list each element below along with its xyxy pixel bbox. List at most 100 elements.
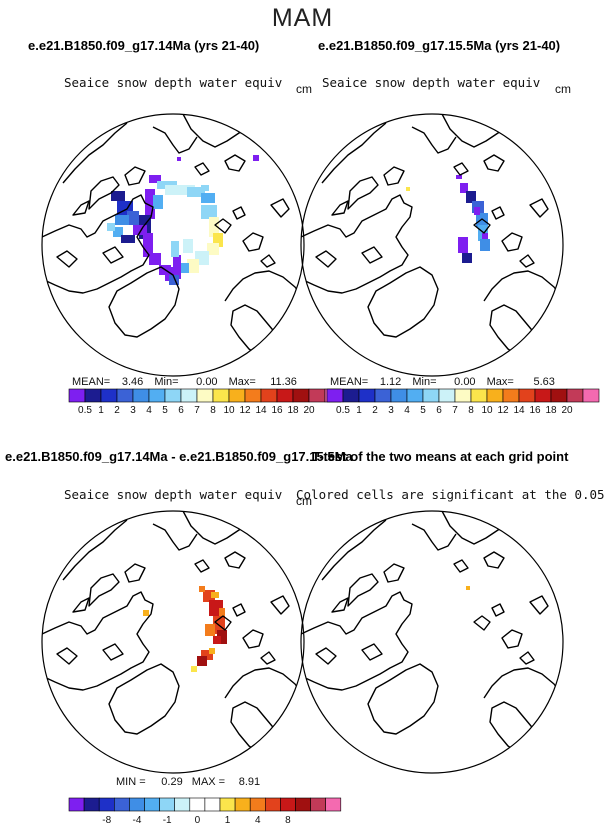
colorbar-swatch: [390, 388, 408, 403]
colorbar-swatch: [174, 797, 191, 812]
panel3-colorbar: -8 -4 -1 0 1 4 8: [68, 797, 342, 826]
colorbar-tick-label: 5: [420, 405, 426, 416]
colorbar-swatch: [326, 388, 344, 403]
colorbar-swatch: [325, 797, 342, 812]
colorbar-tick-label: 20: [561, 405, 573, 416]
field-cell: [201, 205, 217, 219]
field-cell: [209, 217, 219, 237]
colorbar-tick-label: 6: [436, 405, 442, 416]
colorbar-swatch: [342, 388, 360, 403]
panel1-stats: MEAN= 3.46 Min= 0.00 Max= 11.36: [72, 376, 297, 388]
colorbar-swatch: [358, 388, 376, 403]
field-cell: [121, 235, 135, 243]
colorbar-swatch: [249, 797, 266, 812]
field-cell: [201, 193, 215, 203]
panel2-colorbar: 0.5 1 2 3 4 5 6 7 8 10 12 14 16 18 20: [326, 388, 600, 416]
field-cell: [133, 225, 147, 235]
colorbar-swatch: [280, 797, 296, 812]
map-panel2: [300, 113, 564, 377]
panel4-title: T-test of the two means at each grid poi…: [312, 449, 569, 464]
colorbar-swatch: [100, 388, 118, 403]
colorbar-tick-label: 14: [513, 405, 525, 416]
colorbar-swatch: [159, 797, 176, 812]
colorbar-tick-label: -1: [163, 815, 172, 826]
field-cell: [183, 239, 193, 253]
colorbar-tick-label: 3: [388, 405, 394, 416]
panel1-field: [107, 155, 259, 285]
colorbar-swatch: [204, 797, 221, 812]
field-cell: [474, 207, 480, 215]
field-cell: [201, 650, 213, 660]
panel3-units: cm: [296, 494, 312, 508]
colorbar-tick-label: 1: [225, 815, 231, 826]
field-cell: [171, 241, 179, 257]
colorbar-swatch: [129, 797, 145, 812]
colorbar-swatch: [83, 797, 100, 812]
panel4-field: [466, 586, 470, 590]
colorbar-tick-label: -4: [132, 815, 141, 826]
colorbar-swatch: [98, 797, 115, 812]
colorbar-swatch: [212, 388, 230, 403]
field-cell: [462, 253, 472, 263]
field-cell: [458, 237, 468, 253]
field-cell: [191, 666, 197, 672]
colorbar-tick-label: 10: [481, 405, 493, 416]
field-cell: [177, 157, 181, 161]
field-cell: [179, 263, 189, 273]
field-cell: [143, 233, 153, 257]
field-cell: [113, 227, 123, 237]
colorbar-swatch: [228, 388, 246, 403]
colorbar-swatch: [550, 388, 568, 403]
colorbar-swatch: [406, 388, 424, 403]
colorbar-swatch: [114, 797, 130, 812]
field-cell: [145, 189, 155, 219]
colorbar-tick-label: 0.5: [336, 405, 350, 416]
panel2-variable-label: Seaice snow depth water equiv: [322, 75, 541, 90]
colorbar-tick-label: 12: [239, 405, 251, 416]
panel4-variable-label: Colored cells are significant at the 0.0…: [296, 487, 605, 502]
colorbar-swatch: [84, 388, 102, 403]
colorbar-swatch: [295, 797, 311, 812]
colorbar-swatch: [422, 388, 440, 403]
panel2-units: cm: [555, 82, 571, 96]
colorbar-swatch: [582, 388, 600, 403]
colorbar-tick-label: 2: [114, 405, 120, 416]
colorbar-tick-label: 0.5: [78, 405, 92, 416]
field-cell: [480, 239, 490, 251]
colorbar-swatch: [308, 388, 326, 403]
field-cell: [466, 191, 476, 203]
colorbar-tick-label: -8: [102, 815, 111, 826]
colorbar-tick-label: 7: [452, 405, 458, 416]
colorbar-tick-label: 12: [497, 405, 509, 416]
colorbar-tick-label: 1: [98, 405, 104, 416]
colorbar-swatch: [234, 797, 251, 812]
colorbar-tick-label: 4: [404, 405, 410, 416]
field-cell: [213, 636, 221, 644]
colorbar-swatch: [260, 388, 278, 403]
colorbar-swatch: [502, 388, 520, 403]
field-cell: [201, 185, 209, 191]
colorbar-swatch: [518, 388, 536, 403]
colorbar-swatch: [164, 388, 182, 403]
colorbar-tick-label: 8: [468, 405, 474, 416]
field-cell: [209, 648, 215, 654]
colorbar-tick-label: 18: [545, 405, 557, 416]
field-cell: [149, 253, 161, 265]
field-cell: [207, 243, 219, 255]
field-cell: [187, 187, 205, 197]
panel3-variable-label: Seaice snow depth water equiv: [64, 487, 283, 502]
field-cell: [127, 211, 139, 225]
field-cell: [456, 175, 462, 179]
colorbar-tick-label: 16: [529, 405, 541, 416]
colorbar-tick-label: 3: [130, 405, 136, 416]
colorbar-tick-label: 4: [146, 405, 152, 416]
colorbar-swatch: [438, 388, 456, 403]
colorbar-swatch: [148, 388, 166, 403]
colorbar-swatch: [454, 388, 472, 403]
colorbar-swatch: [534, 388, 552, 403]
field-cell: [476, 213, 488, 227]
colorbar-tick-label: 8: [285, 815, 291, 826]
panel1-colorbar: 0.5 1 2 3 4 5 6 7 8 10 12 14 16 18 20: [68, 388, 342, 416]
colorbar-swatch: [116, 388, 134, 403]
colorbar-swatch: [470, 388, 488, 403]
